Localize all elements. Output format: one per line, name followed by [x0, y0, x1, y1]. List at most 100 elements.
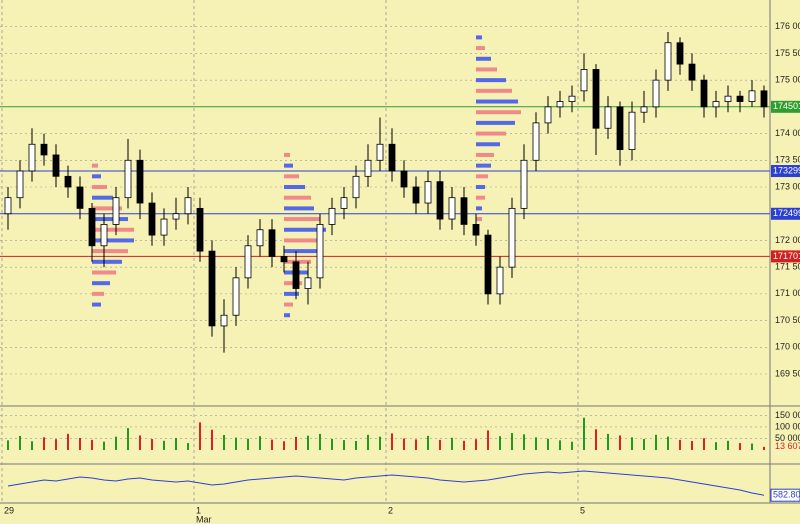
candle-body [652, 79, 660, 108]
x-tick-label: 5 [580, 505, 585, 515]
candle-body [556, 101, 564, 108]
y-tick-label: 170 500 [775, 315, 800, 325]
profile-bar [92, 227, 134, 232]
profile-bar [476, 35, 482, 40]
volume-bar [67, 433, 69, 450]
volume-bar [715, 442, 717, 450]
profile-bar [92, 185, 107, 190]
volume-bar [151, 438, 153, 450]
candle-body [484, 234, 492, 295]
candle-body [604, 106, 612, 129]
y-tick-label: 173 500 [775, 155, 800, 165]
candle-body [376, 143, 384, 161]
volume-bar [739, 443, 741, 450]
profile-bar [476, 120, 515, 125]
candle-body [760, 90, 768, 108]
candle-body [124, 159, 132, 199]
candle-body [448, 197, 456, 220]
profile-bar [284, 249, 317, 254]
candle-body [532, 122, 540, 161]
profile-bar [92, 174, 101, 179]
profile-bar [476, 67, 497, 72]
candle-body [64, 175, 72, 188]
candle-body [616, 106, 624, 151]
y-tick-label: 175 000 [775, 75, 800, 85]
volume-bar [295, 436, 297, 450]
candle-body [148, 202, 156, 236]
profile-bar [476, 88, 512, 93]
volume-bar [367, 434, 369, 450]
candle-body [364, 159, 372, 177]
profile-bar [92, 206, 122, 211]
level-box [771, 207, 800, 220]
candle-body [736, 95, 744, 102]
volume-bar [643, 438, 645, 450]
volume-bar [355, 441, 357, 450]
volume-bar [259, 436, 261, 450]
profile-bar [284, 302, 293, 307]
candle-body [316, 224, 324, 279]
candle-body [88, 207, 96, 247]
profile-bar [284, 174, 299, 179]
candle-body [220, 314, 228, 327]
candle-body [688, 63, 696, 81]
candle-body [424, 181, 432, 204]
volume-bar [619, 435, 621, 450]
volume-bar [271, 439, 273, 450]
candle-body [52, 154, 60, 177]
candle-body [172, 213, 180, 220]
profile-bar [476, 142, 500, 147]
level-box [771, 250, 800, 263]
volume-bar [535, 437, 537, 450]
candle-body [712, 101, 720, 108]
y-tick-label: 170 000 [775, 342, 800, 352]
volume-bar [163, 440, 165, 450]
volume-bar [391, 433, 393, 450]
profile-bar [476, 110, 521, 115]
y-tick-label: 171 500 [775, 262, 800, 272]
profile-bar [476, 163, 491, 168]
volume-current-label: 13 607 [775, 441, 800, 451]
volume-bar [559, 440, 561, 450]
candle-body [292, 261, 300, 289]
profile-bar [92, 302, 101, 307]
profile-bar [476, 46, 485, 51]
x-month-label: Mar [196, 514, 212, 524]
candle-body [352, 175, 360, 199]
volume-bar [487, 430, 489, 450]
candle-body [724, 95, 732, 102]
profile-bar [284, 217, 320, 222]
y-tick-label: 174 000 [775, 128, 800, 138]
candle-body [244, 245, 252, 279]
candle-body [520, 159, 528, 209]
candle-body [232, 277, 240, 316]
candle-body [196, 207, 204, 252]
volume-bar [463, 440, 465, 450]
x-tick-label: 29 [4, 505, 14, 515]
profile-bar [476, 217, 482, 222]
y-tick-label: 173 000 [775, 181, 800, 191]
profile-bar [476, 206, 482, 211]
volume-bar [727, 440, 729, 450]
volume-bar [595, 429, 597, 450]
profile-bar [92, 195, 113, 200]
volume-bar [175, 438, 177, 450]
volume-bar [19, 435, 21, 450]
volume-bar [607, 433, 609, 450]
y-tick-label: 171 000 [775, 288, 800, 298]
volume-bar [379, 436, 381, 450]
x-tick-label: 2 [388, 505, 393, 515]
level-box [771, 165, 800, 178]
volume-bar [451, 437, 453, 450]
volume-bar [343, 440, 345, 450]
profile-bar [476, 174, 488, 179]
y-tick-label: 50 000 [775, 433, 800, 443]
volume-bar [679, 439, 681, 450]
y-tick-label: 175 500 [775, 48, 800, 58]
profile-bar [92, 291, 104, 296]
candle-body [664, 42, 672, 81]
candle-body [76, 186, 84, 209]
y-tick-label: 169 500 [775, 368, 800, 378]
